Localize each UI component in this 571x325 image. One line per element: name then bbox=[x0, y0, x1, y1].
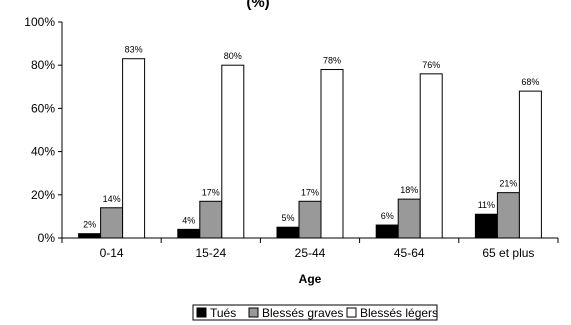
y-tick-label: 40% bbox=[31, 145, 55, 159]
data-label: 2% bbox=[83, 220, 96, 230]
legend-label: Blessés graves bbox=[262, 306, 343, 320]
bar-blessés-graves bbox=[199, 200, 223, 239]
bar-tués bbox=[474, 213, 498, 239]
y-tick-label: 60% bbox=[31, 101, 55, 115]
bar-tués bbox=[78, 233, 102, 239]
legend-label: Blessés légers bbox=[360, 306, 438, 320]
data-label: 83% bbox=[125, 45, 143, 55]
bar-blessés-légers bbox=[320, 69, 344, 239]
legend-swatch bbox=[346, 307, 357, 318]
y-tick-label: 100% bbox=[24, 15, 55, 29]
x-tick-label: 45-64 bbox=[394, 246, 425, 260]
x-axis-title: Age bbox=[299, 272, 322, 286]
legend-swatch bbox=[248, 307, 259, 318]
data-label: 14% bbox=[103, 194, 121, 204]
chart-title: (%) bbox=[246, 0, 269, 11]
data-label: 17% bbox=[202, 187, 220, 197]
y-tick-label: 80% bbox=[31, 58, 55, 72]
bar-tués bbox=[276, 226, 300, 239]
bar-blessés-graves bbox=[397, 198, 421, 239]
bar-blessés-légers bbox=[221, 64, 245, 239]
x-tick-label: 0-14 bbox=[100, 246, 124, 260]
data-label: 78% bbox=[323, 56, 341, 66]
bar-blessés-légers bbox=[419, 73, 443, 239]
bar-blessés-légers bbox=[122, 58, 146, 239]
bar-blessés-légers bbox=[518, 90, 542, 239]
y-tick-label: 0% bbox=[38, 231, 56, 245]
data-label: 68% bbox=[521, 77, 539, 87]
bar-tués bbox=[177, 228, 201, 239]
data-label: 17% bbox=[301, 187, 319, 197]
x-tick-label: 65 et plus bbox=[482, 246, 534, 260]
data-label: 21% bbox=[499, 179, 517, 189]
x-tick-label: 15-24 bbox=[195, 246, 226, 260]
data-label: 76% bbox=[422, 60, 440, 70]
x-tick-label: 25-44 bbox=[295, 246, 326, 260]
data-label: 11% bbox=[478, 200, 495, 210]
bar-tués bbox=[375, 224, 399, 239]
legend-label: Tués bbox=[210, 306, 236, 320]
data-label: 4% bbox=[182, 215, 195, 225]
data-label: 80% bbox=[224, 51, 242, 61]
bar-blessés-graves bbox=[298, 200, 322, 239]
y-tick-label: 20% bbox=[31, 188, 55, 202]
bar-blessés-graves bbox=[100, 207, 124, 239]
data-label: 6% bbox=[381, 211, 394, 221]
data-label: 5% bbox=[281, 213, 294, 223]
data-label: 18% bbox=[400, 185, 418, 195]
bar-blessés-graves bbox=[496, 192, 520, 239]
legend-swatch bbox=[196, 307, 207, 318]
